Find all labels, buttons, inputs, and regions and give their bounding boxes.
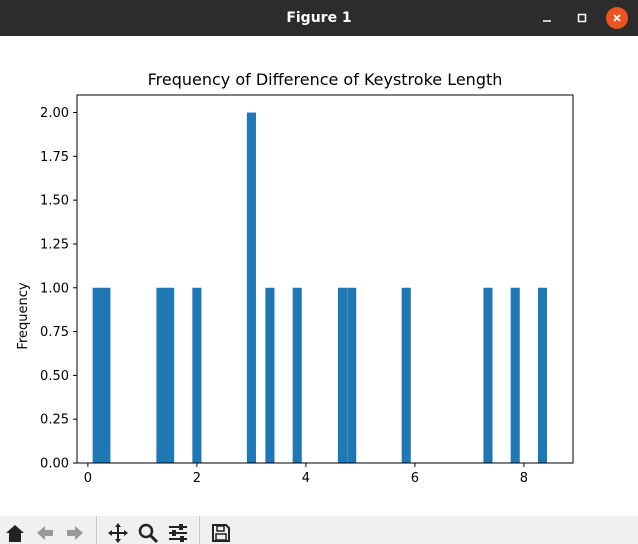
x-tick-label: 6: [411, 471, 419, 486]
chart-title: Frequency of Difference of Keystroke Len…: [148, 70, 503, 89]
bar-5: [246, 112, 256, 464]
window-title: Figure 1: [286, 10, 352, 26]
pan-icon[interactable]: [103, 516, 133, 544]
back-arrow-icon[interactable]: [30, 516, 60, 544]
y-axis-ticks: 0.00 0.25 0.50 0.75 1.00 1.25 1.50 1.75 2.00: [40, 106, 77, 472]
y-tick-label: 0.00: [40, 457, 69, 472]
x-tick-label: 4: [302, 471, 310, 486]
bar-13: [537, 287, 548, 463]
bar-2: [156, 287, 166, 463]
bar-11: [483, 287, 493, 463]
maximize-icon[interactable]: [571, 7, 593, 29]
zoom-icon[interactable]: [133, 516, 163, 544]
y-tick-label: 1.25: [40, 237, 69, 252]
y-tick-label: 1.00: [40, 281, 69, 296]
plot-frame: [76, 94, 574, 464]
y-tick-label: 0.75: [40, 325, 69, 340]
forward-arrow-icon[interactable]: [60, 516, 90, 544]
x-tick-label: 0: [84, 471, 92, 486]
configure-subplots-icon[interactable]: [163, 516, 193, 544]
bar-4: [192, 287, 202, 463]
figure-canvas: Frequency of Difference of Keystroke Len…: [0, 36, 638, 516]
y-tick-label: 0.25: [40, 413, 69, 428]
close-icon[interactable]: [606, 7, 628, 29]
bar-1: [101, 287, 111, 463]
x-axis-ticks: 0 2 4 6 8: [84, 463, 528, 486]
window-controls: [523, 0, 628, 36]
window-titlebar: Figure 1: [0, 0, 638, 36]
bar-0: [92, 287, 102, 463]
toolbar-separator: [199, 516, 200, 544]
bar-3: [165, 287, 175, 463]
y-tick-label: 0.50: [40, 369, 69, 384]
x-tick-label: 8: [520, 471, 528, 486]
navigation-toolbar: [0, 516, 638, 544]
bar-12: [510, 287, 520, 463]
home-icon[interactable]: [0, 516, 30, 544]
y-tick-label: 2.00: [40, 106, 69, 121]
save-icon[interactable]: [206, 516, 236, 544]
bar-9: [347, 287, 357, 463]
y-tick-label: 1.75: [40, 150, 69, 165]
toolbar-separator: [96, 516, 97, 544]
bar-10: [401, 287, 411, 463]
y-tick-label: 1.50: [40, 194, 69, 209]
y-axis-label: Frequency: [16, 282, 31, 349]
bar-6: [265, 287, 275, 463]
bar-chart: Frequency of Difference of Keystroke Len…: [16, 70, 574, 486]
bar-7: [292, 287, 302, 463]
bar-8: [337, 287, 347, 463]
minimize-icon[interactable]: [536, 7, 558, 29]
x-tick-label: 2: [193, 471, 201, 486]
bars-group: [92, 112, 548, 464]
